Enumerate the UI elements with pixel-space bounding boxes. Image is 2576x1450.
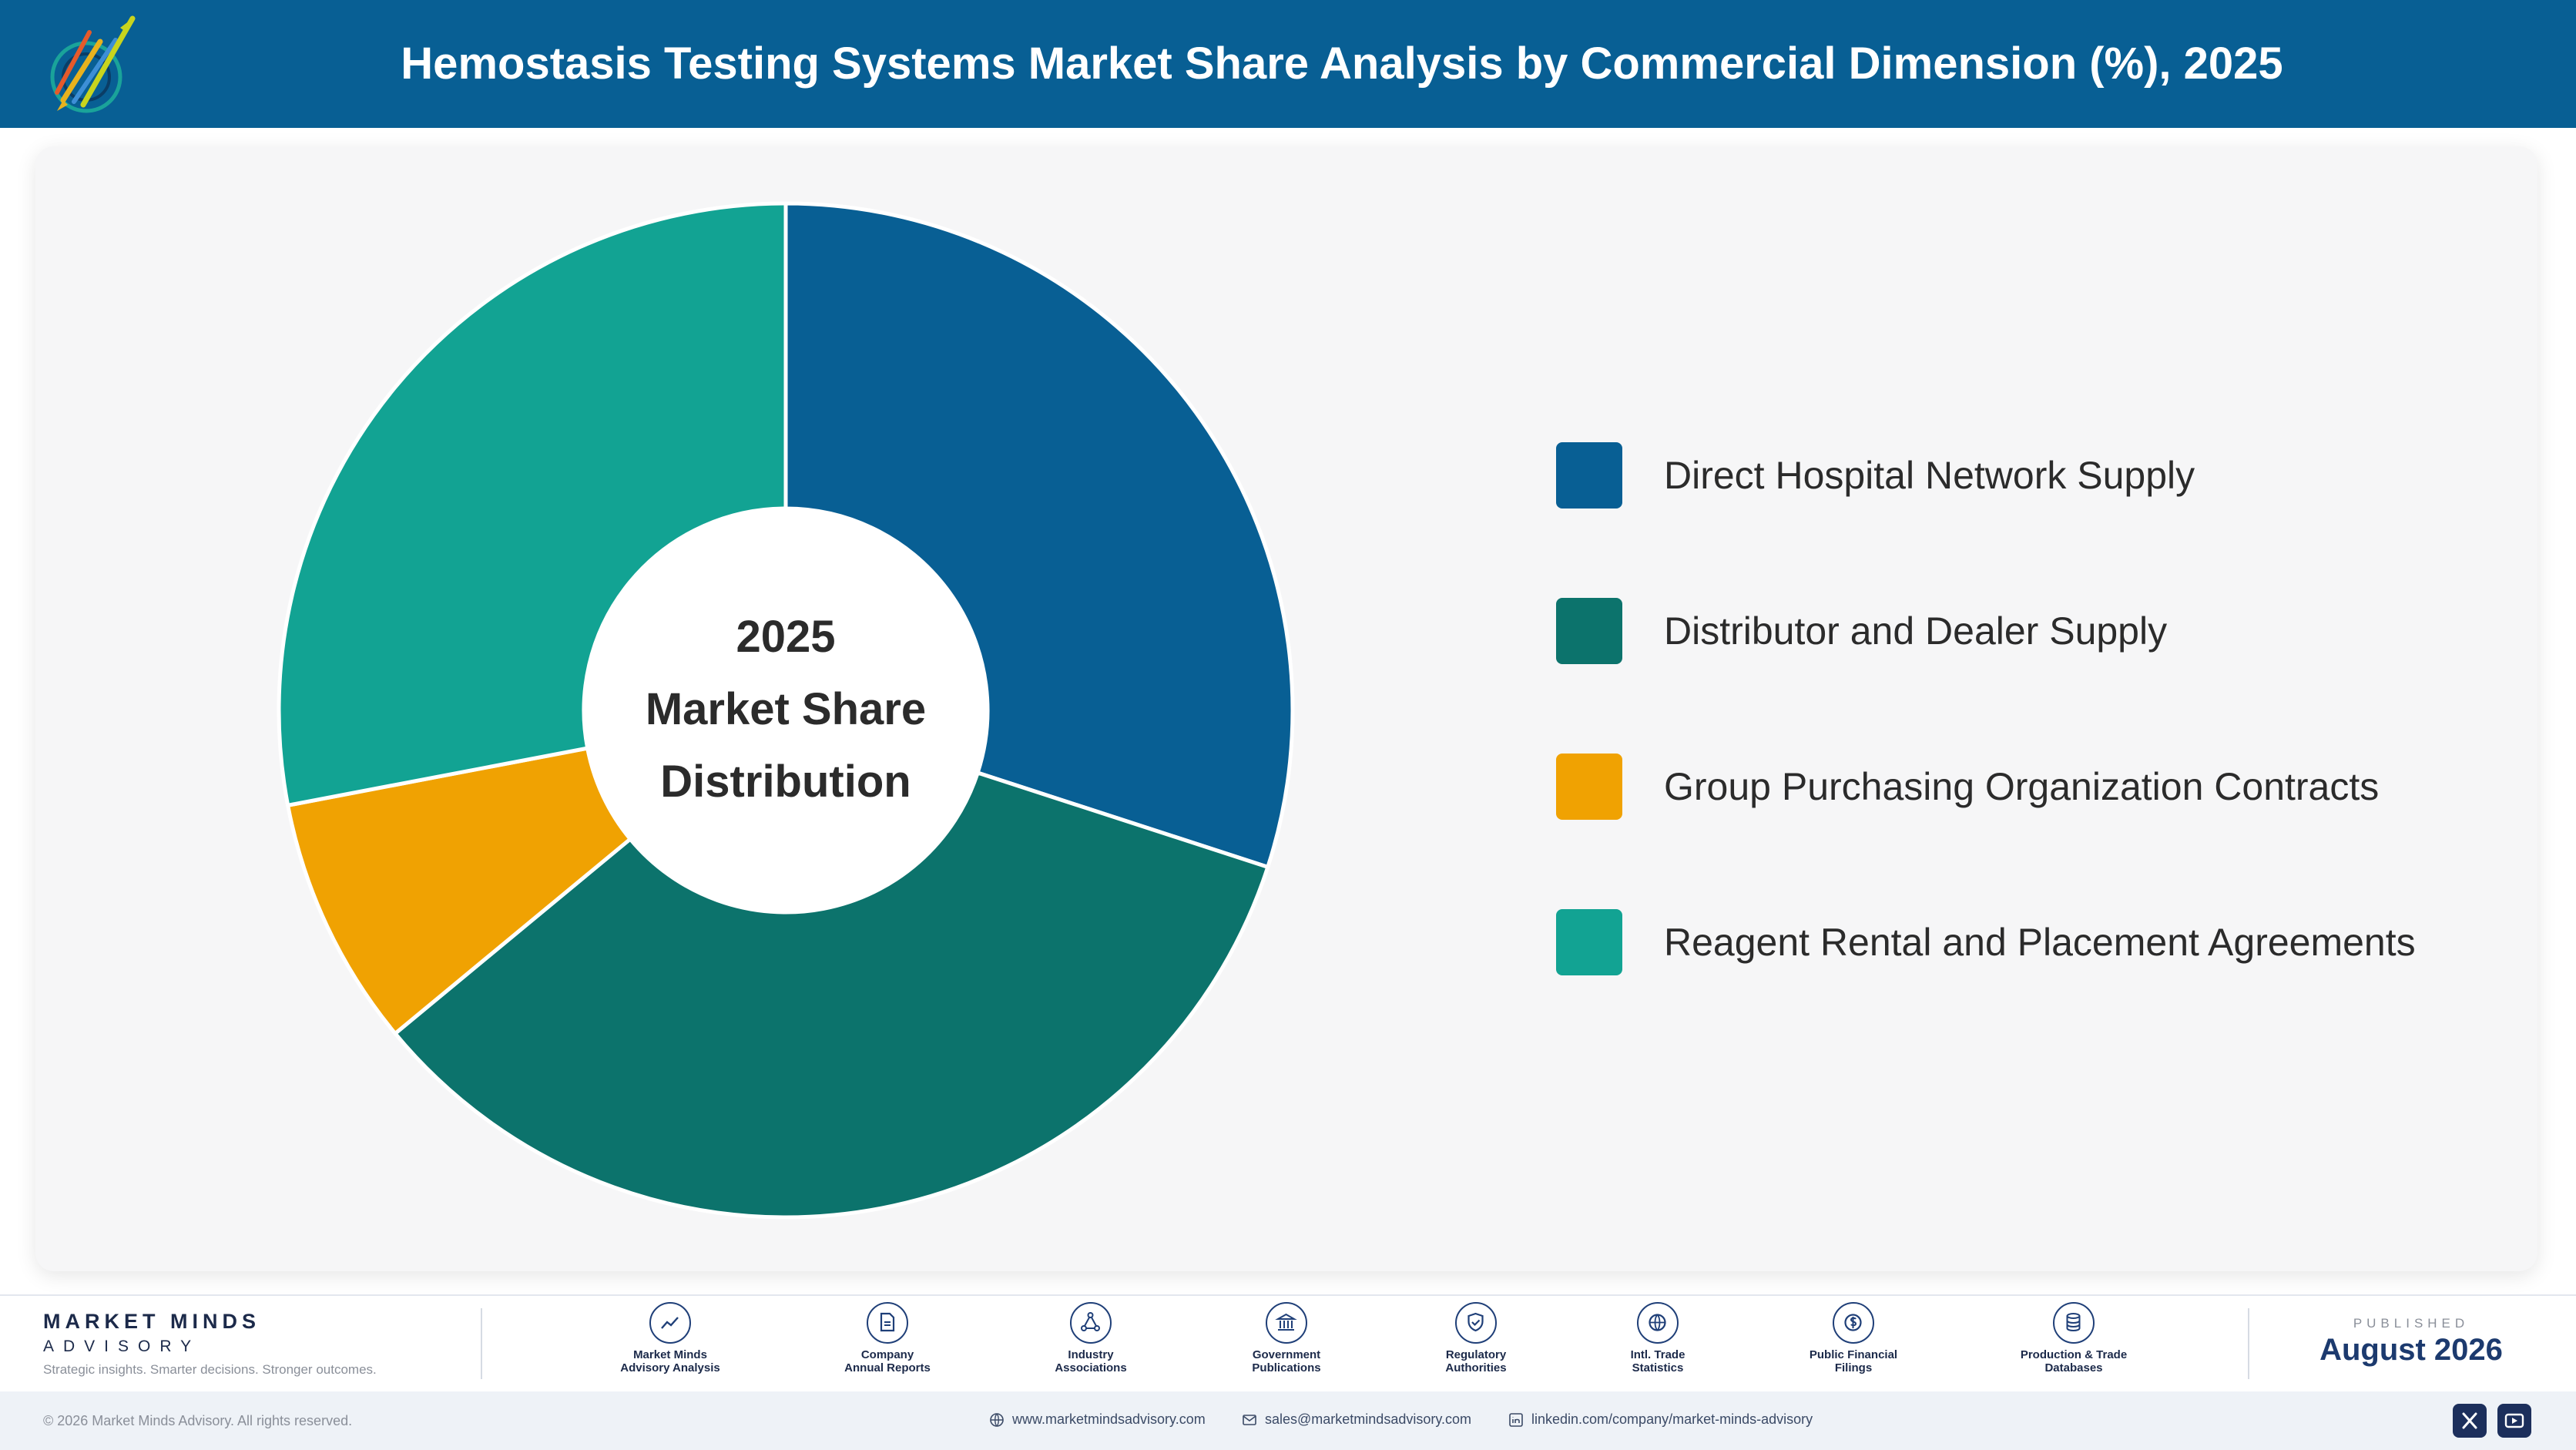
donut-chart: 2025 Market Share Distribution — [277, 201, 1295, 1220]
database-icon — [2053, 1302, 2095, 1344]
page-title: Hemostasis Testing Systems Market Share … — [401, 39, 2283, 89]
legend-swatch — [1556, 442, 1622, 509]
brand-subtitle: ADVISORY — [43, 1338, 201, 1355]
source-item: Production & Trade Databases — [1989, 1302, 2158, 1374]
source-item: Public Financial Filings — [1769, 1302, 1938, 1374]
linkedin-link[interactable]: linkedin.com/company/market-minds-adviso… — [1508, 1411, 1813, 1428]
mail-icon — [1243, 1415, 1256, 1426]
copyright-text: © 2026 Market Minds Advisory. All rights… — [43, 1413, 353, 1428]
company-logo-icon — [50, 15, 136, 113]
youtube-social-button[interactable] — [2497, 1404, 2531, 1438]
email-text: sales@marketmindsadvisory.com — [1265, 1411, 1472, 1427]
source-item: Market Minds Advisory Analysis — [585, 1302, 755, 1374]
source-item: Industry Associations — [1006, 1302, 1176, 1374]
center-label-line-3: Distribution — [660, 757, 911, 807]
source-label: Intl. Trade Statistics — [1630, 1348, 1685, 1374]
source-item: Company Annual Reports — [803, 1302, 972, 1374]
legend-label: Group Purchasing Organization Contracts — [1664, 765, 2380, 808]
government-building-icon — [1266, 1302, 1307, 1344]
legend-swatch — [1556, 598, 1622, 664]
linkedin-icon — [1509, 1413, 1523, 1428]
source-label: Public Financial Filings — [1809, 1348, 1898, 1374]
network-icon — [1070, 1302, 1112, 1344]
website-text: www.marketmindsadvisory.com — [1012, 1411, 1206, 1427]
chart-line-icon — [649, 1302, 691, 1344]
published-label: PUBLISHED — [2353, 1316, 2470, 1331]
legend-label: Distributor and Dealer Supply — [1664, 609, 2168, 653]
footer-contact-bar — [0, 1391, 2576, 1450]
dollar-coin-icon — [1833, 1302, 1874, 1344]
center-label-line-2: Market Share — [646, 684, 926, 734]
footer-divider — [481, 1308, 482, 1379]
source-label: Company Annual Reports — [844, 1348, 931, 1374]
published-date: August 2026 — [2319, 1333, 2503, 1367]
brand-name: MARKET MINDS — [43, 1310, 260, 1333]
source-label: Market Minds Advisory Analysis — [620, 1348, 720, 1374]
document-icon — [867, 1302, 908, 1344]
source-label: Regulatory Authorities — [1445, 1348, 1507, 1374]
youtube-icon — [2504, 1413, 2524, 1428]
header-bar — [0, 0, 2576, 128]
pie-slice-2 — [392, 770, 1270, 1220]
source-label: Government Publications — [1252, 1348, 1321, 1374]
source-item: Government Publications — [1202, 1302, 1371, 1374]
donut-center — [584, 509, 988, 912]
source-item: Regulatory Authorities — [1391, 1302, 1561, 1374]
globe-icon — [1637, 1302, 1679, 1344]
globe-icon — [990, 1413, 1004, 1428]
source-label: Production & Trade Databases — [2020, 1348, 2128, 1374]
x-icon — [2462, 1412, 2477, 1429]
email-link[interactable]: sales@marketmindsadvisory.com — [1242, 1411, 1471, 1428]
legend-label: Direct Hospital Network Supply — [1664, 454, 2195, 497]
legend-swatch — [1556, 909, 1622, 975]
shield-check-icon — [1455, 1302, 1497, 1344]
footer-divider — [2248, 1308, 2249, 1379]
legend-label: Reagent Rental and Placement Agreements — [1664, 921, 2416, 964]
website-link[interactable]: www.marketmindsadvisory.com — [989, 1411, 1206, 1428]
pie-slice-1 — [783, 201, 1295, 870]
legend-swatch — [1556, 754, 1622, 820]
linkedin-text: linkedin.com/company/market-minds-adviso… — [1531, 1411, 1813, 1427]
center-label-line-1: 2025 — [736, 612, 835, 662]
brand-tagline: Strategic insights. Smarter decisions. S… — [43, 1362, 377, 1377]
source-label: Industry Associations — [1055, 1348, 1127, 1374]
source-item: Intl. Trade Statistics — [1573, 1302, 1742, 1374]
x-social-button[interactable] — [2453, 1404, 2487, 1438]
